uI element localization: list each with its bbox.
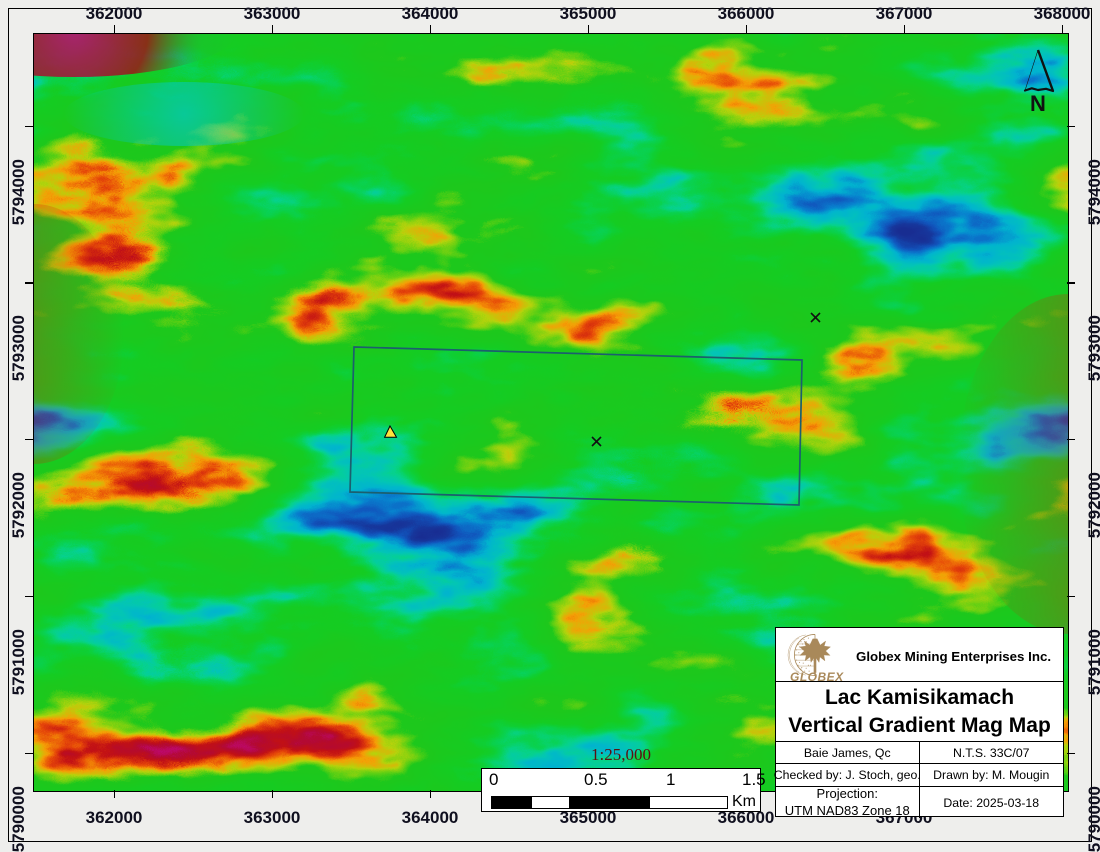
svg-text:N: N	[1030, 91, 1046, 116]
